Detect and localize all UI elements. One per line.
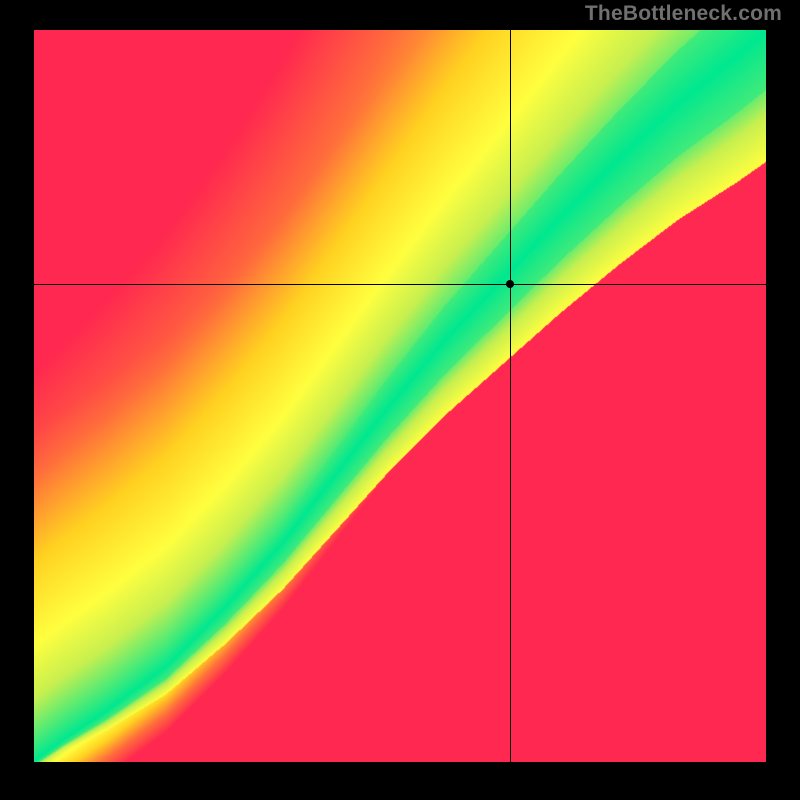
heatmap-canvas <box>34 30 766 762</box>
figure-frame: TheBottleneck.com <box>0 0 800 800</box>
crosshair-vertical-line <box>510 30 511 762</box>
selected-point-marker <box>506 280 514 288</box>
crosshair-horizontal-line <box>34 284 766 285</box>
heatmap-plot-area <box>34 30 766 762</box>
attribution-watermark: TheBottleneck.com <box>585 2 782 26</box>
